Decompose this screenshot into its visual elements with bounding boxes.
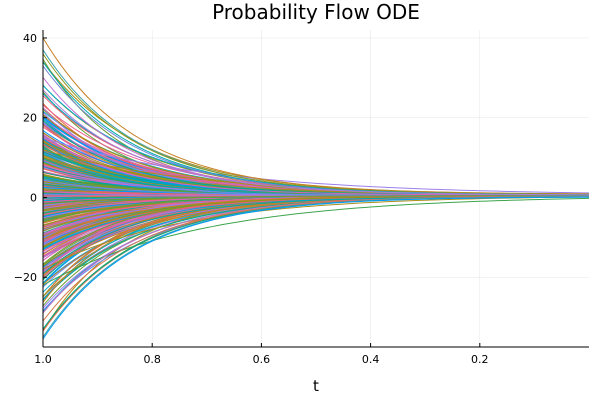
x-tick-label: 0.6 [253,353,271,366]
chart-title: Probability Flow ODE [212,0,420,24]
y-tick-label: 20 [23,112,37,125]
y-tick-label: −20 [14,271,37,284]
x-tick-label: 1.0 [34,353,52,366]
y-tick-label: 0 [30,191,37,204]
series-line [42,195,589,205]
x-tick-label: 0.4 [362,353,380,366]
series-line [42,37,590,195]
x-axis-label: t [313,377,319,395]
series-line [42,137,590,194]
series-line [42,196,590,340]
y-tick-label: 40 [23,32,37,45]
tick-labels: 1.0 0.8 0.6 0.4 0.2 40 20 0 −20 [14,32,489,366]
series-line [42,197,590,286]
x-tick-label: 0.2 [471,353,489,366]
axes [42,30,589,348]
series-line [42,89,590,196]
x-tick-label: 0.8 [143,353,161,366]
series-lines [42,37,590,340]
